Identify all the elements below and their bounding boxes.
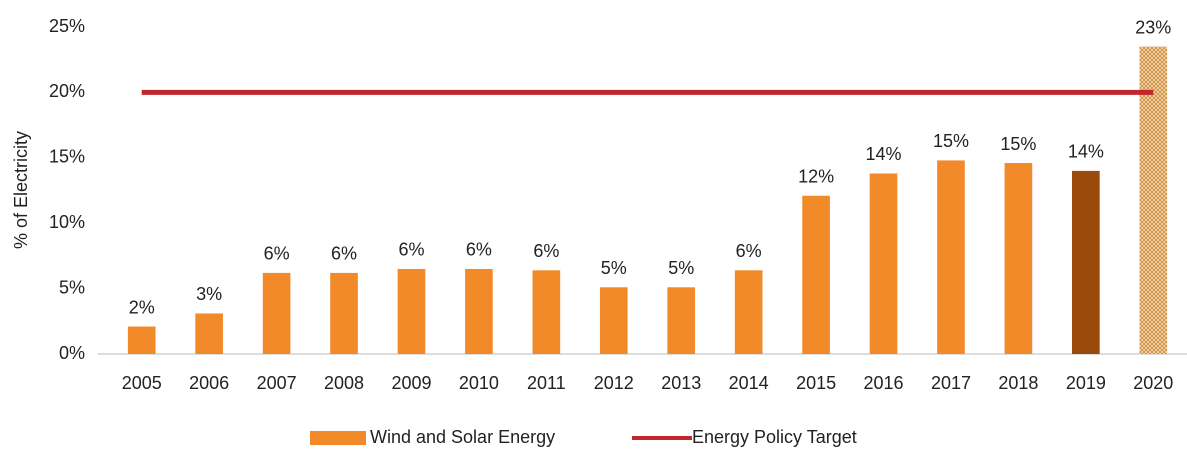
data-label: 2% (129, 297, 155, 317)
data-label: 6% (736, 241, 762, 261)
bar (1004, 163, 1033, 354)
data-label: 15% (933, 131, 969, 151)
bar (667, 287, 696, 354)
data-label: 6% (533, 241, 559, 261)
x-tick-label: 2015 (796, 373, 836, 393)
y-tick-label: 25% (49, 16, 85, 36)
data-label: 15% (1000, 134, 1036, 154)
bar (532, 270, 561, 354)
legend-swatch (310, 431, 366, 445)
y-tick-label: 20% (49, 81, 85, 101)
bar (1139, 46, 1168, 355)
bar (1072, 170, 1100, 354)
data-label: 14% (866, 144, 902, 164)
x-tick-label: 2010 (459, 373, 499, 393)
bar (330, 272, 358, 354)
y-tick-label: 5% (59, 277, 85, 297)
x-tick-label: 2011 (527, 373, 566, 393)
data-label: 6% (264, 244, 290, 264)
x-tick-label: 2016 (864, 373, 904, 393)
data-label: 6% (398, 240, 424, 260)
bar (195, 313, 223, 354)
legend-label: Wind and Solar Energy (370, 427, 555, 447)
data-label: 23% (1135, 17, 1171, 37)
data-label: 6% (331, 244, 357, 264)
x-tick-label: 2014 (729, 373, 769, 393)
data-label: 3% (196, 284, 222, 304)
x-tick-label: 2009 (391, 373, 431, 393)
bar (869, 173, 898, 354)
x-tick-label: 2019 (1066, 373, 1106, 393)
data-label: 6% (466, 240, 492, 260)
bar (937, 160, 965, 354)
bar (127, 326, 156, 354)
x-tick-label: 2012 (594, 373, 634, 393)
x-tick-label: 2020 (1133, 373, 1173, 393)
x-tick-label: 2006 (189, 373, 229, 393)
x-tick-label: 2013 (661, 373, 701, 393)
data-label: 12% (798, 166, 834, 186)
x-tick-label: 2007 (257, 373, 297, 393)
bar (262, 272, 291, 354)
legend-label: Energy Policy Target (692, 427, 857, 447)
x-tick-label: 2005 (122, 373, 162, 393)
data-label: 5% (601, 258, 627, 278)
y-tick-label: 0% (59, 343, 85, 363)
y-tick-label: 10% (49, 212, 85, 232)
bar (599, 287, 628, 354)
data-label: 14% (1068, 142, 1104, 162)
bar (734, 270, 763, 354)
y-tick-label: 15% (49, 147, 85, 167)
x-tick-label: 2008 (324, 373, 364, 393)
x-tick-label: 2018 (998, 373, 1038, 393)
data-label: 5% (668, 258, 694, 278)
bar (802, 195, 830, 354)
y-axis-label: % of Electricity (11, 131, 31, 249)
bar (465, 268, 493, 354)
x-tick-label: 2017 (931, 373, 971, 393)
bar (397, 268, 426, 354)
